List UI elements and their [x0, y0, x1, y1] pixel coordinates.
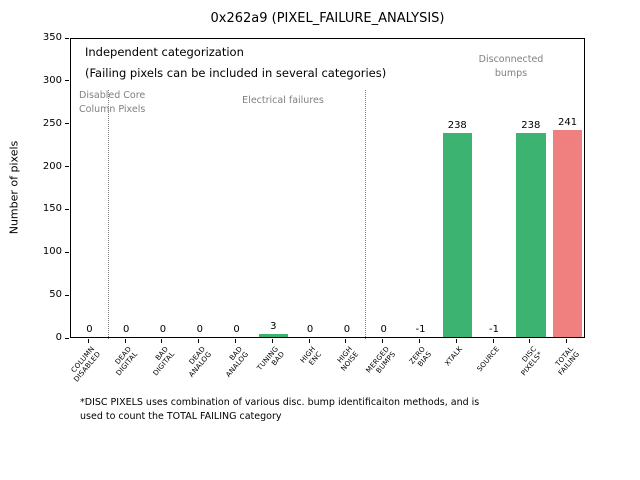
bar-value-label: 0	[86, 324, 93, 335]
bar-value-label: 238	[447, 120, 467, 131]
annotation-disabled-core-column-pixels: Disabled Core Column Pixels	[79, 90, 146, 115]
x-tick-mark	[198, 339, 200, 343]
y-tick-mark	[65, 337, 69, 339]
bar	[258, 334, 289, 337]
y-tick-label: 50	[49, 289, 62, 301]
y-tick-mark	[65, 251, 69, 253]
y-tick-mark	[65, 208, 69, 210]
bar-value-label: 3	[270, 321, 277, 333]
bar-value-label: -1	[489, 324, 500, 335]
x-tick-mark	[418, 339, 420, 343]
bar-value-label: 0	[122, 324, 130, 335]
footnote: *DISC PIXELS uses combination of various…	[80, 397, 480, 423]
y-tick-label: 100	[42, 246, 62, 258]
y-tick-label: 150	[42, 203, 62, 215]
x-tick-mark	[529, 339, 531, 343]
bar-value-label: 0	[159, 324, 167, 335]
y-tick-label: 250	[42, 117, 62, 129]
section-separator-line	[107, 90, 109, 339]
bar-value-label: -1	[415, 324, 426, 335]
bar	[442, 133, 472, 337]
y-tick-mark	[65, 123, 69, 125]
bar-value-label: 238	[521, 120, 541, 131]
bar-value-label: 0	[233, 324, 240, 335]
y-axis-label: Number of pixels	[7, 140, 21, 235]
x-tick-mark	[382, 339, 384, 343]
x-tick-mark	[87, 339, 89, 343]
y-tick-label: 350	[42, 32, 62, 43]
x-tick-mark	[308, 339, 310, 343]
x-tick-mark	[345, 339, 347, 343]
y-tick-mark	[65, 80, 69, 82]
y-tick-label: 0	[55, 332, 62, 343]
bar-value-label: 0	[306, 324, 314, 335]
y-tick-label: 200	[42, 160, 62, 172]
bar-value-label: 0	[343, 324, 351, 335]
x-tick-mark	[161, 339, 163, 343]
bar-value-label: 241	[558, 117, 578, 129]
bar-value-label: 0	[380, 324, 387, 335]
annotation-independent-categorization: Independent categorization (Failing pixe…	[85, 45, 387, 81]
annotation-electrical-failures: Electrical failures	[242, 95, 324, 106]
section-separator-line	[365, 90, 367, 339]
x-tick-mark	[566, 339, 568, 343]
x-tick-mark	[455, 339, 457, 343]
bar	[516, 133, 546, 337]
y-tick-mark	[65, 166, 69, 168]
y-tick-mark	[65, 294, 69, 296]
x-tick-mark	[235, 339, 237, 343]
bar	[552, 130, 583, 337]
plot-area: 0 0 0 0 0 3 0 0 0 -1 238 -1 238 241 Independent categ…	[70, 38, 585, 339]
y-tick-mark	[65, 37, 69, 39]
x-tick-mark	[124, 339, 126, 343]
y-tick-label: 300	[42, 74, 62, 86]
bar-value-label: 0	[196, 324, 203, 335]
separator-lines-layer	[71, 39, 584, 339]
chart-title: 0x262a9 (PIXEL_FAILURE_ANALYSIS)	[210, 11, 445, 26]
x-tick-mark	[271, 339, 273, 343]
x-tick-mark	[492, 339, 494, 343]
annotation-disconnected-bumps: Disconnected bumps	[478, 54, 544, 79]
bars-layer: 0 0 0 0 0 3 0 0 0 -1 238 -1 238 241	[71, 39, 584, 337]
